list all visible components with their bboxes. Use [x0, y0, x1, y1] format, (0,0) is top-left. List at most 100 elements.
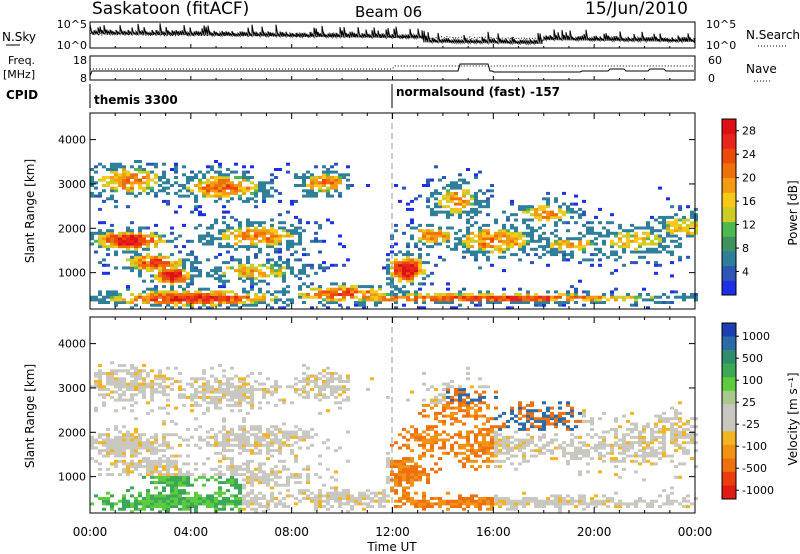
- heatmap-cell: [526, 441, 530, 445]
- heatmap-cell: [302, 438, 306, 442]
- heatmap-cell: [202, 372, 206, 375]
- heatmap-cell: [306, 497, 310, 500]
- heatmap-cell: [618, 226, 622, 230]
- heatmap-cell: [162, 298, 166, 302]
- heatmap-cell: [598, 298, 602, 302]
- heatmap-cell: [478, 234, 482, 238]
- heatmap-cell: [210, 293, 214, 296]
- heatmap-cell: [146, 473, 150, 477]
- heatmap-cell: [222, 282, 226, 286]
- heatmap-cell: [630, 239, 634, 243]
- heatmap-cell: [554, 457, 558, 461]
- heatmap-cell: [174, 170, 178, 174]
- heatmap-cell: [258, 290, 262, 294]
- heatmap-cell: [606, 443, 610, 447]
- heatmap-cell: [270, 218, 274, 222]
- heatmap-cell: [202, 473, 206, 477]
- heatmap-cell: [474, 438, 478, 442]
- heatmap-cell: [234, 465, 238, 469]
- heatmap-cell: [562, 422, 566, 426]
- heatmap-cell: [222, 234, 226, 238]
- heatmap-cell: [114, 435, 118, 439]
- heatmap-cell: [186, 277, 190, 281]
- heatmap-cell: [118, 295, 122, 299]
- heatmap-cell: [102, 443, 106, 447]
- heatmap-cell: [434, 213, 438, 217]
- heatmap-cell: [366, 298, 370, 302]
- heatmap-cell: [170, 478, 174, 482]
- heatmap-cell: [246, 449, 250, 453]
- heatmap-cell: [482, 234, 486, 238]
- heatmap-cell: [326, 287, 330, 291]
- power-ylabel: Slant Range [km]: [23, 159, 37, 263]
- heatmap-cell: [110, 290, 114, 294]
- heatmap-cell: [106, 247, 110, 251]
- heatmap-cell: [182, 499, 186, 503]
- heatmap-cell: [210, 505, 214, 508]
- heatmap-cell: [446, 388, 450, 391]
- heatmap-cell: [542, 419, 546, 423]
- heatmap-cell: [554, 221, 558, 225]
- heatmap-cell: [122, 382, 126, 386]
- heatmap-cell: [134, 388, 138, 391]
- heatmap-cell: [502, 223, 506, 227]
- heatmap-cell: [146, 382, 150, 386]
- heatmap-cell: [574, 446, 578, 450]
- heatmap-cell: [602, 499, 606, 503]
- heatmap-cell: [158, 497, 162, 500]
- heatmap-cell: [194, 301, 198, 304]
- heatmap-cell: [106, 441, 110, 445]
- heatmap-cell: [174, 266, 178, 270]
- heatmap-cell: [410, 199, 414, 203]
- heatmap-cell: [386, 475, 390, 479]
- heatmap-cell: [390, 250, 394, 254]
- heatmap-cell: [474, 197, 478, 201]
- heatmap-cell: [118, 438, 122, 442]
- heatmap-cell: [174, 290, 178, 294]
- heatmap-cell: [206, 293, 210, 296]
- heatmap-cell: [570, 285, 574, 289]
- heatmap-cell: [226, 242, 230, 246]
- heatmap-cell: [138, 226, 142, 230]
- heatmap-cell: [470, 398, 474, 402]
- heatmap-cell: [398, 271, 402, 275]
- heatmap-cell: [142, 369, 146, 373]
- heatmap-cell: [238, 258, 242, 262]
- heatmap-cell: [518, 293, 522, 296]
- heatmap-cell: [162, 507, 166, 511]
- heatmap-cell: [398, 269, 402, 273]
- heatmap-cell: [138, 234, 142, 238]
- heatmap-cell: [310, 263, 314, 267]
- heatmap-cell: [410, 502, 414, 506]
- heatmap-cell: [138, 271, 142, 275]
- heatmap-cell: [466, 181, 470, 185]
- heatmap-cell: [406, 430, 410, 434]
- heatmap-cell: [570, 250, 574, 254]
- heatmap-cell: [98, 382, 102, 386]
- heatmap-cell: [318, 377, 322, 381]
- heatmap-cell: [190, 295, 194, 299]
- heatmap-cell: [622, 443, 626, 447]
- heatmap-cell: [286, 433, 290, 437]
- heatmap-cell: [114, 303, 118, 307]
- heatmap-cell: [106, 380, 110, 383]
- heatmap-cell: [146, 226, 150, 230]
- heatmap-cell: [198, 475, 202, 479]
- heatmap-cell: [498, 229, 502, 233]
- heatmap-cell: [578, 242, 582, 246]
- heatmap-cell: [474, 298, 478, 302]
- heatmap-cell: [222, 181, 226, 185]
- heatmap-cell: [582, 290, 586, 294]
- heatmap-cell: [98, 393, 102, 397]
- heatmap-cell: [126, 438, 130, 442]
- heatmap-cell: [102, 184, 106, 187]
- heatmap-cell: [446, 184, 450, 187]
- heatmap-cell: [230, 443, 234, 447]
- heatmap-cell: [374, 293, 378, 296]
- heatmap-cell: [114, 409, 118, 413]
- heatmap-cell: [610, 290, 614, 294]
- heatmap-cell: [378, 497, 382, 500]
- heatmap-cell: [266, 191, 270, 195]
- heatmap-cell: [330, 295, 334, 299]
- heatmap-cell: [470, 430, 474, 434]
